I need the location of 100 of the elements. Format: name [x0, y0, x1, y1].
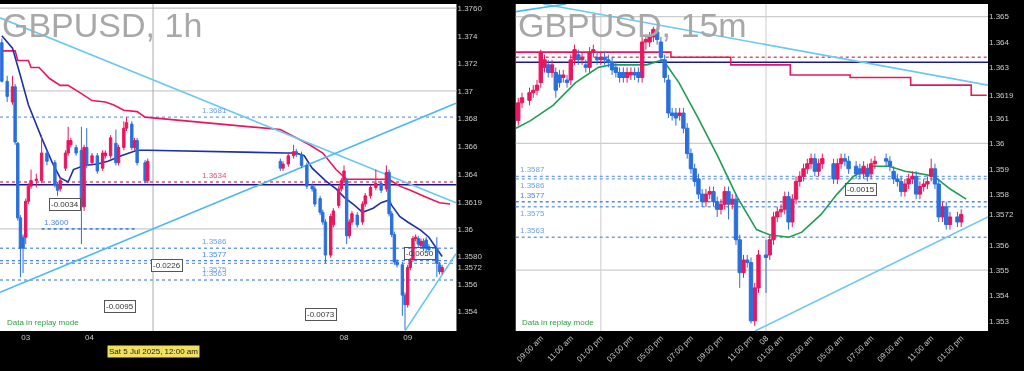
candlestick [130, 120, 134, 151]
candlestick [74, 144, 78, 157]
annotation: -0.0226 [153, 261, 181, 270]
candlestick [90, 152, 94, 166]
ref-line-label: 1.3634 [202, 171, 228, 180]
candlestick [132, 137, 137, 151]
candlestick [782, 191, 787, 215]
y-tick-label: 1.374 [457, 31, 479, 41]
y-tick-label: 1.36 [457, 224, 474, 234]
y-tick-label: 1.3619 [989, 91, 1015, 101]
candlestick [384, 164, 389, 193]
ref-line-label: 1.3577 [520, 191, 546, 200]
candlestick [865, 163, 870, 182]
candlestick [636, 66, 641, 84]
candlestick [628, 66, 634, 81]
y-tick-label: 1.365 [989, 12, 1010, 22]
candlestick [135, 137, 139, 166]
candlestick [58, 177, 62, 193]
candlestick [294, 148, 298, 158]
candlestick [913, 170, 919, 200]
candlestick [609, 56, 615, 76]
candlestick [374, 169, 378, 191]
y-tick-label: 1.37 [457, 86, 474, 96]
y-tick-label: 1.354 [457, 307, 479, 317]
annotation: Data in replay mode [7, 318, 80, 327]
candlestick [677, 107, 682, 122]
ref-line-label: 1.3587 [520, 165, 546, 174]
candlestick [553, 66, 558, 99]
candlestick [424, 236, 428, 252]
candlestick [527, 87, 532, 106]
x-tick-label: 04 [84, 333, 95, 342]
x-tick-label: 03 [21, 333, 31, 342]
candlestick [82, 144, 86, 212]
candlestick [95, 152, 100, 175]
candlestick [435, 236, 439, 278]
candlestick [516, 97, 521, 127]
candlestick [146, 158, 150, 184]
candlestick [868, 158, 874, 180]
candlestick [786, 191, 791, 231]
y-tick-label: 1.364 [989, 37, 1010, 47]
candlestick [955, 211, 960, 228]
candlestick [741, 254, 746, 279]
candlestick [613, 61, 619, 79]
candlestick [143, 159, 147, 184]
candlestick [549, 59, 555, 79]
annotation: -0.0015 [847, 185, 875, 194]
candlestick [602, 51, 607, 66]
y-tick-label: 1.3760 [457, 3, 483, 13]
candlestick [299, 151, 304, 169]
y-tick-label: 1.36 [989, 139, 1006, 149]
ref-line-label: 1.3563 [520, 226, 546, 235]
candlestick [114, 129, 118, 166]
candlestick [831, 158, 836, 185]
ref-line-label: Sat 5 Jul 2025, 12:00 am [109, 347, 199, 356]
candlestick [883, 153, 889, 167]
x-tick-label: 08 [339, 333, 349, 342]
candlestick [898, 175, 904, 198]
candlestick [902, 178, 908, 198]
y-tick-label: 1.364 [457, 169, 479, 179]
candlestick [419, 238, 423, 249]
candlestick [291, 144, 296, 160]
candlestick [748, 256, 754, 324]
ref-line-label: 1.3586 [520, 181, 546, 190]
candlestick [594, 51, 600, 66]
y-tick-label: 1.372 [457, 59, 479, 69]
y-tick-label: 1.356 [457, 279, 479, 289]
y-tick-label: 1.3572 [457, 263, 483, 273]
candlestick [959, 208, 964, 228]
candlestick [722, 186, 727, 210]
candlestick [39, 134, 44, 184]
x-tick-label: 09 [403, 333, 413, 342]
y-tick-label: 1.366 [457, 141, 479, 151]
ref-line-label: 1.3577 [202, 250, 228, 259]
candlestick [763, 239, 769, 294]
candlestick [108, 134, 113, 160]
y-tick-label: 1.368 [457, 114, 479, 124]
candlestick [917, 180, 923, 200]
candlestick [673, 107, 679, 127]
candlestick [944, 201, 949, 231]
candlestick [726, 186, 731, 220]
candlestick [624, 66, 630, 84]
candlestick [910, 170, 915, 185]
y-tick-label: 1.356 [989, 240, 1010, 250]
candlestick [808, 153, 814, 170]
annotation: -0.0095 [106, 302, 134, 311]
candlestick [368, 184, 373, 200]
candlestick [812, 153, 817, 177]
candlestick [355, 211, 359, 229]
candlestick [564, 74, 570, 89]
ref-line-label: 1.3586 [202, 237, 228, 246]
y-tick-label: 1.363 [989, 63, 1010, 73]
candlestick [583, 59, 589, 73]
candlestick [621, 66, 626, 84]
y-tick-label: 1.355 [989, 265, 1010, 275]
candlestick [45, 149, 49, 166]
candlestick [632, 66, 637, 81]
candlestick [440, 264, 444, 275]
candlestick [835, 158, 840, 185]
candlestick [379, 180, 383, 194]
y-tick-label: 1.358 [989, 189, 1010, 199]
